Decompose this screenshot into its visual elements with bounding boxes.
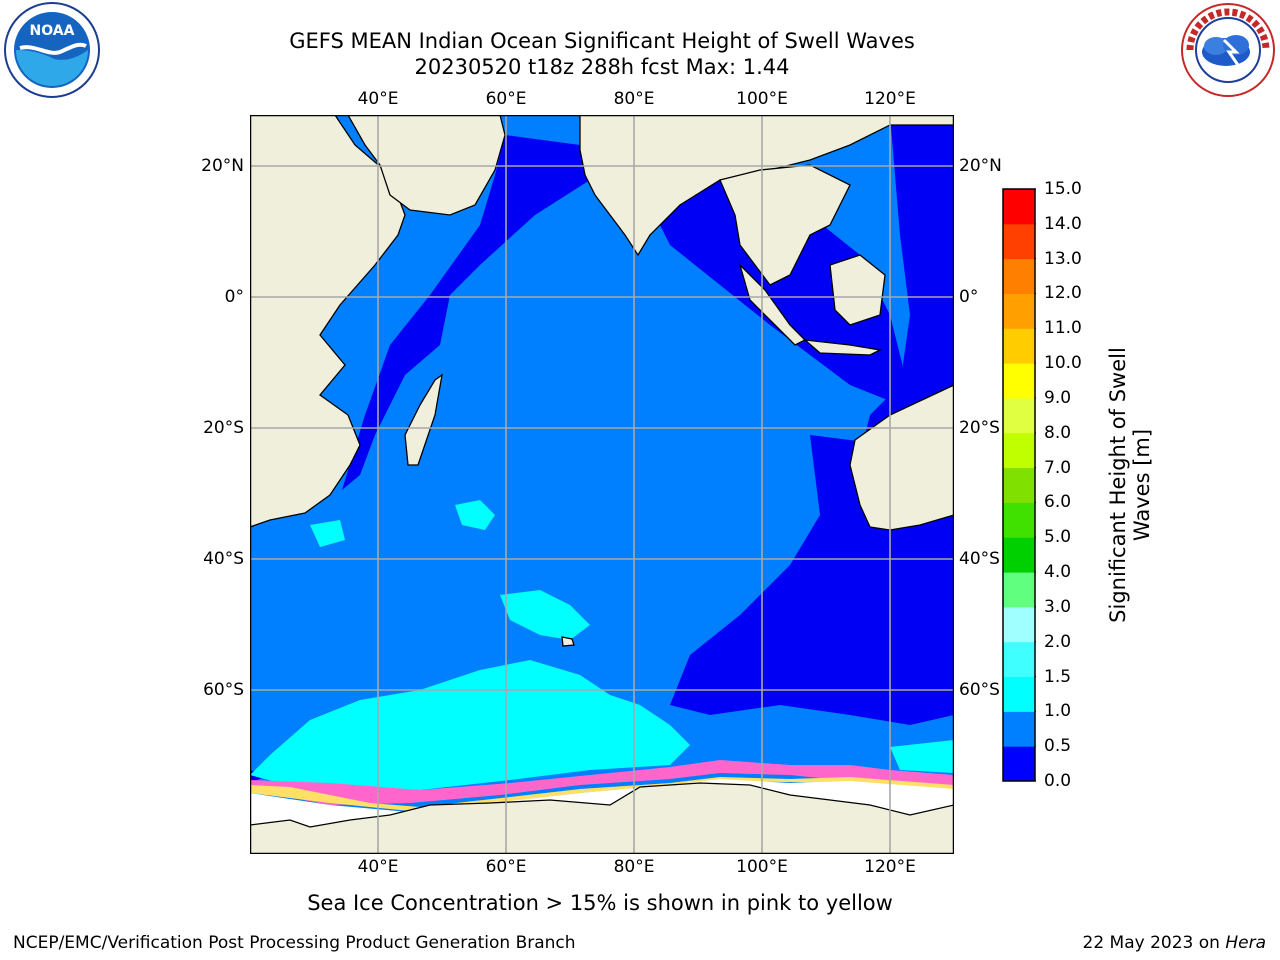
lon-label-bottom: 40°E [357,857,399,877]
colorbar-segment [1003,189,1035,225]
colorbar-segment [1003,606,1035,643]
lon-label-top: 40°E [357,89,399,109]
colorbar-tick-label: 10.0 [1044,353,1082,374]
colorbar-tick-label: 4.0 [1044,562,1072,583]
lat-label-left: 0° [224,287,244,307]
lon-label-bottom: 60°E [485,857,527,877]
colorbar-segment [1003,572,1035,608]
lon-label-top: 60°E [485,89,527,109]
colorbar-tick-label: 0.5 [1044,736,1072,757]
colorbar-tick-label: 5.0 [1044,527,1072,548]
colorbar-segment [1003,676,1035,712]
lat-label-right: 60°S [959,680,1000,700]
lon-label-top: 120°E [864,89,916,109]
lat-label-left: 20°N [201,156,244,176]
footer-machine: Hera [1225,933,1266,953]
swell-high-band [250,500,954,790]
footer-date-line: 22 May 2023 on Hera [1083,933,1267,953]
colorbar-segment [1003,363,1035,399]
colorbar-tick-label: 7.0 [1044,457,1072,478]
colorbar-tick-label: 15.0 [1044,179,1082,199]
colorbar-frame [1002,188,1036,782]
colorbar-tick-label: 1.0 [1044,701,1072,722]
colorbar-segment [1003,746,1035,782]
colorbar-tick-label: 3.0 [1044,596,1072,617]
colorbar-tick-label: 13.0 [1044,248,1082,269]
map-frame [250,115,954,854]
lon-label-bottom: 100°E [736,857,788,877]
lat-label-right: 0° [959,287,979,307]
lat-label-right: 40°S [959,549,1000,569]
lon-label-top: 80°E [613,89,655,109]
lon-label-top: 100°E [736,89,788,109]
sea-ice-band [250,760,954,812]
colorbar-tick-label: 9.0 [1044,387,1072,408]
nws-logo [1181,3,1275,97]
colorbar-segment [1003,397,1035,434]
lat-label-left: 20°S [203,418,244,438]
colorbar-segment [1003,258,1035,294]
map-panel [250,115,954,854]
colorbar-tick-label: 6.0 [1044,492,1072,513]
colorbar-tick-label: 0.0 [1044,771,1072,791]
colorbar-tick-label: 2.0 [1044,631,1072,652]
colorbar-title: Significant Height of Swell Waves [m] [1106,347,1154,623]
colorbar-tick-label: 11.0 [1044,318,1082,339]
noaa-logo-text: NOAA [30,23,75,39]
colorbar-segment [1003,467,1035,503]
noaa-logo: NOAA [4,2,100,98]
colorbar-segment [1003,641,1035,678]
sea-ice-note: Sea Ice Concentration > 15% is shown in … [307,891,893,915]
lon-label-bottom: 80°E [613,857,655,877]
colorbar-tick-label: 1.5 [1044,666,1072,687]
colorbar-tick-label: 8.0 [1044,422,1072,443]
lat-label-left: 60°S [203,680,244,700]
lon-label-bottom: 120°E [864,857,916,877]
colorbar-segment [1003,293,1035,329]
footer-branch: NCEP/EMC/Verification Post Processing Pr… [13,933,576,953]
colorbar-segment [1003,711,1035,747]
lat-label-right: 20°S [959,418,1000,438]
graticule [250,115,954,854]
lat-label-left: 40°S [203,549,244,569]
map-title: GEFS MEAN Indian Ocean Significant Heigh… [289,29,915,53]
colorbar-segment [1003,223,1035,260]
lat-label-right: 20°N [959,156,1002,176]
colorbar-tick-label: 12.0 [1044,283,1082,304]
map-subtitle: 20230520 t18z 288h fcst Max: 1.44 [414,55,790,79]
footer-date: 22 May 2023 on [1082,933,1226,953]
colorbar-segment [1003,537,1035,573]
colorbar-segment [1003,502,1035,538]
land [250,115,954,854]
colorbar-tick-label: 14.0 [1044,213,1082,234]
colorbar-segment [1003,328,1035,364]
colorbar [1002,188,1036,782]
colorbar-segment [1003,432,1035,469]
